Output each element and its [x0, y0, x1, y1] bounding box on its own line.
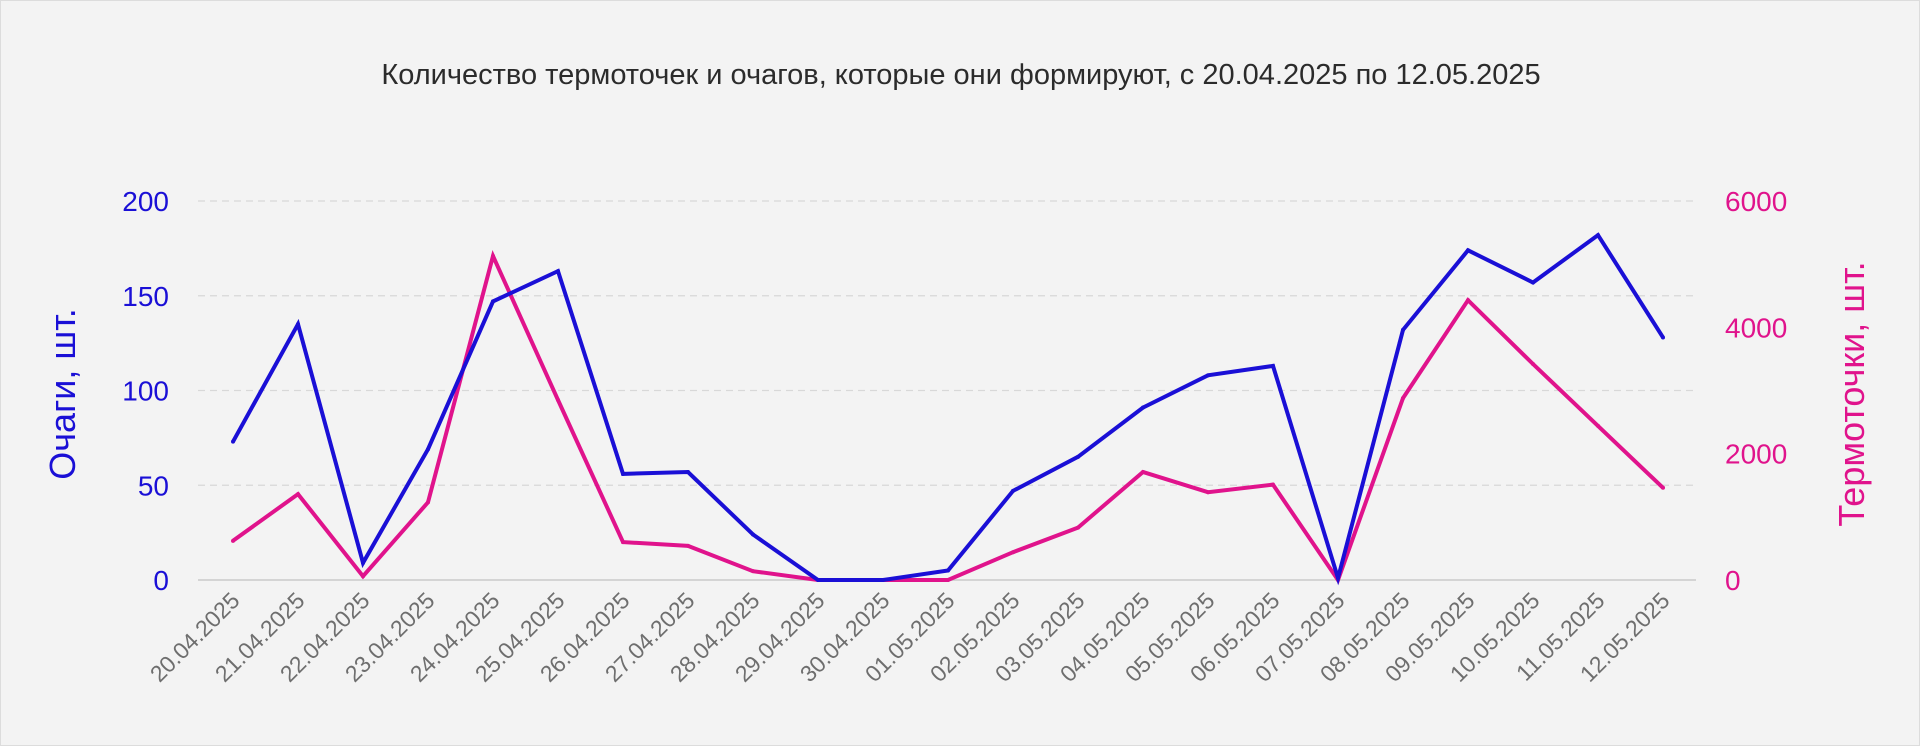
point-foci [1596, 233, 1600, 238]
point-foci [426, 447, 430, 452]
series-line-foci [231, 232, 1665, 586]
point-foci [296, 322, 300, 327]
right-axis-ticks: 0 2000 4000 6000 [1725, 186, 1787, 596]
point-foci [621, 471, 625, 476]
point-foci [881, 578, 885, 582]
point-thermopoints [556, 397, 560, 402]
point-foci [751, 532, 755, 537]
right-tick-label: 6000 [1725, 186, 1787, 217]
point-thermopoints [1141, 469, 1145, 474]
point-thermopoints [751, 569, 755, 574]
point-thermopoints [1661, 485, 1665, 490]
left-tick-label: 100 [122, 376, 169, 407]
point-foci [1141, 405, 1145, 410]
point-thermopoints [361, 574, 365, 579]
right-tick-label: 0 [1725, 565, 1741, 596]
point-foci [1336, 576, 1340, 581]
left-tick-label: 50 [138, 470, 169, 501]
point-thermopoints [1076, 525, 1080, 530]
point-thermopoints [426, 500, 430, 505]
point-thermopoints [491, 253, 495, 258]
point-thermopoints [686, 543, 690, 548]
point-foci [1661, 335, 1665, 340]
point-thermopoints [1531, 361, 1535, 366]
point-thermopoints [1206, 490, 1210, 495]
chart-title: Количество термоточек и очагов, которые … [381, 59, 1540, 91]
point-foci [946, 568, 950, 573]
series-line-thermopoints [231, 250, 1665, 585]
point-foci [361, 560, 365, 565]
point-foci [1206, 373, 1210, 378]
point-thermopoints [1271, 482, 1275, 487]
point-foci [1076, 454, 1080, 459]
right-tick-label: 4000 [1725, 312, 1787, 343]
point-thermopoints [946, 578, 950, 582]
point-foci [1531, 280, 1535, 285]
point-foci [1466, 248, 1470, 253]
left-axis-label: Очаги, шт. [42, 308, 83, 479]
point-foci [686, 469, 690, 474]
series-layer [231, 232, 1665, 586]
point-foci [556, 269, 560, 274]
left-tick-label: 200 [122, 186, 169, 217]
grid-lines [198, 200, 1696, 581]
point-thermopoints [1011, 550, 1015, 555]
point-thermopoints [1596, 423, 1600, 428]
point-thermopoints [1466, 298, 1470, 303]
point-thermopoints [296, 492, 300, 497]
right-axis-label: Термоточки, шт. [1831, 261, 1872, 526]
left-tick-label: 0 [153, 565, 169, 596]
point-foci [231, 439, 235, 444]
left-axis-ticks: 0 50 100 150 200 [122, 186, 169, 596]
point-foci [1011, 488, 1015, 493]
x-axis-ticks: 20.04.202521.04.202522.04.202523.04.2025… [145, 587, 1675, 687]
point-foci [1271, 363, 1275, 368]
right-tick-label: 2000 [1725, 439, 1787, 470]
point-foci [816, 578, 820, 582]
point-thermopoints [621, 540, 625, 545]
point-foci [491, 299, 495, 304]
point-thermopoints [231, 538, 235, 543]
point-thermopoints [1401, 396, 1405, 401]
left-tick-label: 150 [122, 281, 169, 312]
point-foci [1401, 327, 1405, 332]
